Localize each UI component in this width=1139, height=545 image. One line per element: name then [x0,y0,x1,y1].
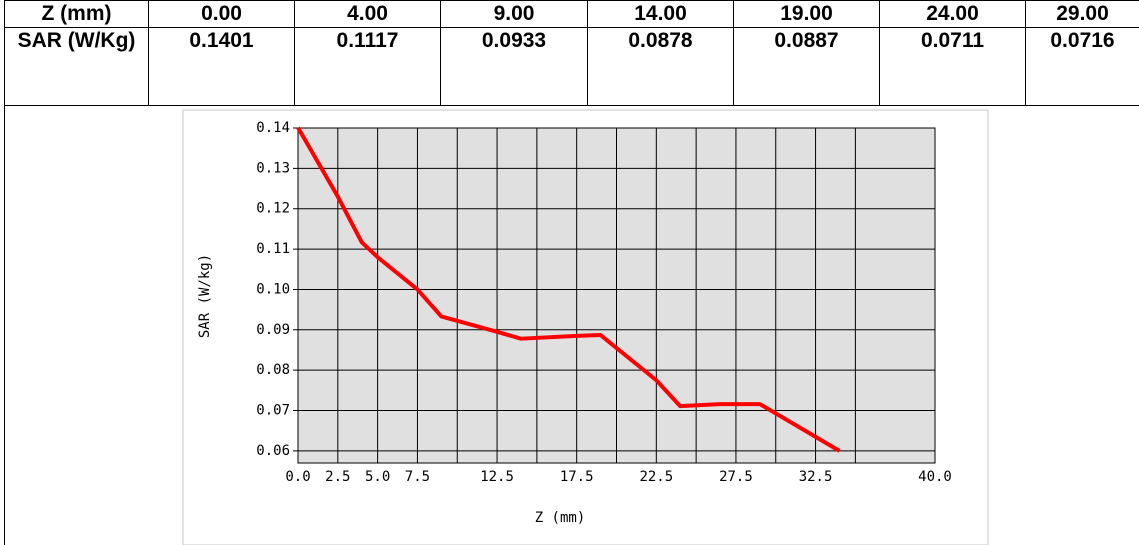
x-tick-label: 27.5 [719,469,753,485]
cell: 0.1401 [148,27,295,106]
y-tick-label: 0.07 [256,403,290,419]
cell: 0.0878 [587,27,734,106]
cell: 24.00 [879,0,1026,28]
x-tick-label: 32.5 [799,469,833,485]
cell: 0.0711 [879,27,1026,106]
x-tick-label: 2.5 [325,469,350,485]
x-tick-label: 7.5 [405,469,430,485]
cell: Z (mm) [4,0,149,28]
y-tick-label: 0.10 [256,281,290,297]
y-axis-label: SAR (W/kg) [197,254,213,338]
x-tick-label: 12.5 [480,469,514,485]
data-table: Z (mm) 0.00 4.00 9.00 14.00 19.00 24.00 … [4,0,1139,106]
x-tick-label: 22.5 [639,469,673,485]
x-axis-label: Z (mm) [535,510,586,526]
y-tick-label: 0.14 [256,120,290,136]
cell: 0.0716 [1025,27,1139,106]
y-tick-label: 0.09 [256,322,290,338]
y-tick-label: 0.06 [256,443,290,459]
x-tick-label: 17.5 [560,469,594,485]
cell: 0.0933 [440,27,588,106]
cell: 0.00 [148,0,295,28]
table-row: Z (mm) 0.00 4.00 9.00 14.00 19.00 24.00 … [4,0,1139,28]
cell: SAR (W/Kg) [4,27,149,106]
y-tick-label: 0.13 [256,160,290,176]
y-tick-label: 0.08 [256,362,290,378]
x-tick-label: 0.0 [285,469,310,485]
y-tick-label: 0.12 [256,201,290,217]
border-line [4,105,5,545]
table-row: SAR (W/Kg) 0.1401 0.1117 0.0933 0.0878 0… [4,27,1139,106]
x-tick-label: 40.0 [918,469,952,485]
cell: 0.1117 [294,27,441,106]
data-line [296,126,841,453]
y-tick-label: 0.11 [256,241,290,257]
cell: 0.0887 [733,27,880,106]
x-tick-label: 5.0 [365,469,390,485]
cell: 9.00 [440,0,588,28]
cell: 29.00 [1025,0,1139,28]
